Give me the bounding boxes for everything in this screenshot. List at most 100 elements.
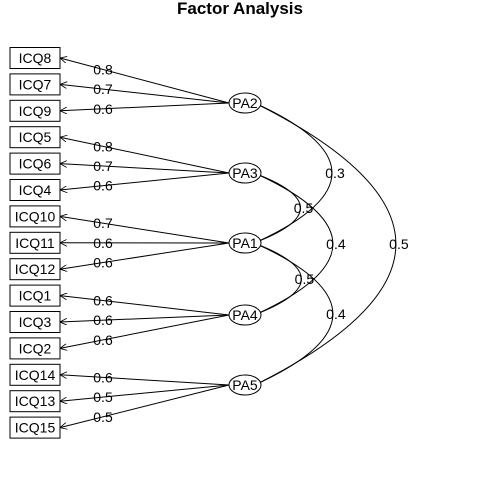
loading-arrow-icq8 <box>60 58 230 104</box>
indicator-node-icq12: ICQ12 <box>9 258 61 281</box>
factor-label: PA4 <box>232 307 258 323</box>
indicator-label: ICQ14 <box>15 367 56 383</box>
factor-ellipse <box>228 162 262 184</box>
indicator-node-icq6: ICQ6 <box>9 152 61 175</box>
indicator-label: ICQ8 <box>19 50 52 66</box>
loading-label-icq7: 0.7 <box>93 81 113 97</box>
indicator-node-icq11: ICQ11 <box>9 231 61 254</box>
indicator-label: ICQ5 <box>19 129 52 145</box>
correlation-label-pa1-pa5: 0.4 <box>326 306 346 322</box>
indicator-label: ICQ4 <box>19 182 52 198</box>
indicator-node-icq14: ICQ14 <box>9 363 61 386</box>
correlation-label-pa1-pa4: 0.5 <box>295 271 315 287</box>
indicator-label: ICQ6 <box>19 156 52 172</box>
factor-ellipse <box>228 374 262 396</box>
correlation-label-pa3-pa1: 0.5 <box>294 200 314 216</box>
indicator-box <box>9 284 61 307</box>
indicator-box <box>9 126 61 149</box>
correlation-curve-pa3-pa1 <box>258 174 301 242</box>
indicator-node-icq5: ICQ5 <box>9 126 61 149</box>
factor-ellipse <box>228 232 262 254</box>
loading-label-icq2: 0.6 <box>93 332 113 348</box>
indicator-label: ICQ7 <box>19 76 52 92</box>
indicator-label: ICQ13 <box>15 393 56 409</box>
loading-label-icq11: 0.6 <box>93 235 113 251</box>
factor-ellipse <box>228 92 262 114</box>
indicator-label: ICQ3 <box>19 314 52 330</box>
indicator-box <box>9 205 61 228</box>
indicator-label: ICQ11 <box>15 235 55 251</box>
indicator-box <box>9 258 61 281</box>
indicator-node-icq15: ICQ15 <box>9 416 61 439</box>
loading-label-icq1: 0.6 <box>93 293 113 309</box>
loading-arrow-icq4 <box>60 172 230 190</box>
loading-arrow-icq3 <box>60 314 230 322</box>
factor-label: PA1 <box>232 235 258 251</box>
loading-arrow-icq10 <box>60 216 230 244</box>
factor-node-pa1: PA1 <box>228 232 262 254</box>
diagram-title: Factor Analysis <box>177 0 303 18</box>
correlation-label-pa2-pa5: 0.5 <box>389 236 409 252</box>
correlation-label-pa2-pa1: 0.3 <box>325 165 345 181</box>
loading-label-icq14: 0.6 <box>93 369 113 385</box>
diagram-nodes: ICQ8 ICQ7 ICQ9 ICQ5 ICQ6 ICQ4 ICQ10 ICQ11 ICQ12 I… <box>9 47 262 439</box>
indicator-node-icq4: ICQ4 <box>9 179 61 201</box>
loading-arrow-icq9 <box>60 102 230 111</box>
edge-labels: 0.8 0.7 0.6 0.8 0.7 0.6 0.7 0.6 0.6 0.6 0.6 0.6 0.6 0… <box>93 61 409 424</box>
indicator-box <box>9 152 61 175</box>
loading-label-icq12: 0.6 <box>93 255 113 271</box>
indicator-box <box>9 363 61 386</box>
loading-label-icq4: 0.6 <box>93 178 113 194</box>
correlation-curves <box>258 104 397 384</box>
indicator-box <box>9 179 61 201</box>
loading-label-icq10: 0.7 <box>93 215 113 231</box>
factor-label: PA2 <box>232 95 258 111</box>
factor-node-pa2: PA2 <box>228 92 262 114</box>
indicator-label: ICQ15 <box>15 420 56 436</box>
indicator-node-icq3: ICQ3 <box>9 311 61 333</box>
loading-arrow-icq7 <box>60 84 230 104</box>
indicator-node-icq2: ICQ2 <box>9 337 61 360</box>
correlation-curve-pa3-pa4 <box>258 174 334 314</box>
indicator-node-icq7: ICQ7 <box>9 73 61 96</box>
loading-label-icq9: 0.6 <box>93 101 113 117</box>
indicator-node-icq10: ICQ10 <box>9 205 61 228</box>
indicator-box <box>9 416 61 439</box>
loading-arrow-icq6 <box>60 164 230 174</box>
indicator-label: ICQ9 <box>19 103 52 119</box>
indicator-label: ICQ2 <box>19 340 52 356</box>
loading-arrow-icq1 <box>60 296 230 316</box>
loading-arrow-icq2 <box>60 314 230 348</box>
factor-node-pa4: PA4 <box>228 304 262 326</box>
loading-arrow-icq12 <box>60 242 230 269</box>
loading-edges <box>60 58 230 428</box>
indicator-box <box>9 73 61 96</box>
loading-arrow-icq14 <box>60 375 230 386</box>
indicator-node-icq8: ICQ8 <box>9 47 61 69</box>
loading-label-icq15: 0.5 <box>93 409 113 425</box>
correlation-label-pa3-pa4: 0.4 <box>326 236 346 252</box>
indicator-box <box>9 47 61 69</box>
loading-label-icq8: 0.8 <box>93 61 113 77</box>
indicator-node-icq9: ICQ9 <box>9 99 61 122</box>
indicator-box <box>9 99 61 122</box>
factor-label: PA5 <box>232 377 258 393</box>
factor-label: PA3 <box>232 165 258 181</box>
indicator-node-icq13: ICQ13 <box>9 390 61 413</box>
loading-label-icq3: 0.6 <box>93 312 113 328</box>
indicator-box <box>9 337 61 360</box>
indicator-label: ICQ10 <box>15 208 56 224</box>
factor-node-pa5: PA5 <box>228 374 262 396</box>
loading-arrow-icq15 <box>60 384 230 428</box>
indicator-box <box>9 390 61 413</box>
factor-ellipse <box>228 304 262 326</box>
loading-label-icq5: 0.8 <box>93 138 113 154</box>
indicator-label: ICQ12 <box>15 261 56 277</box>
loading-arrow-icq13 <box>60 384 230 401</box>
factor-node-pa3: PA3 <box>228 162 262 184</box>
correlation-curve-pa1-pa4 <box>258 244 302 314</box>
loading-label-icq13: 0.5 <box>93 389 113 405</box>
loading-label-icq6: 0.7 <box>93 158 113 174</box>
indicator-node-icq1: ICQ1 <box>9 284 61 307</box>
